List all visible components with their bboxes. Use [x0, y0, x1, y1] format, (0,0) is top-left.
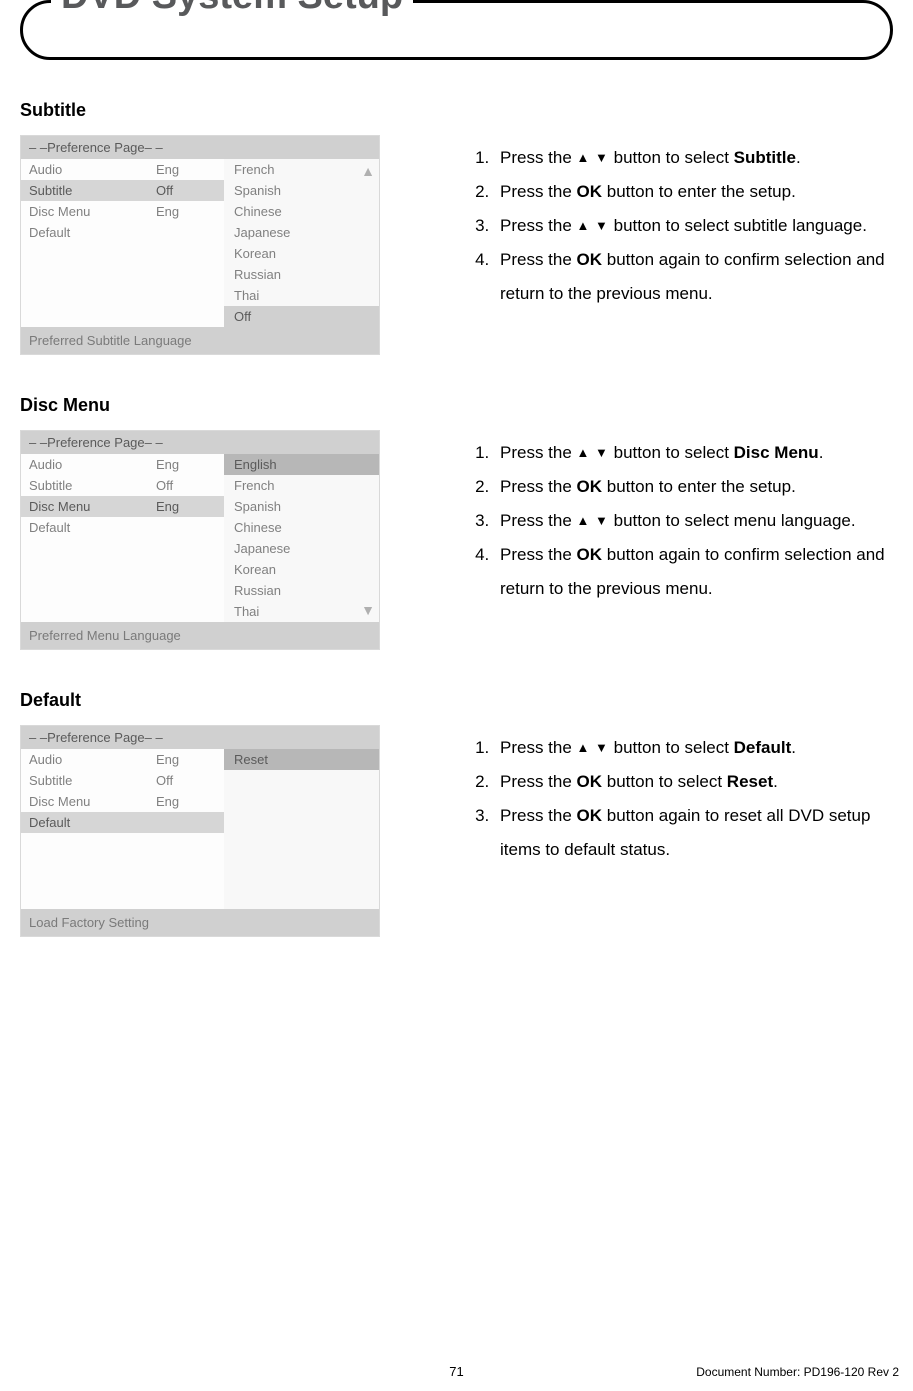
- pref-label: Subtitle: [29, 478, 156, 493]
- pref-value: [156, 520, 216, 535]
- title-frame: DVD System Setup: [20, 0, 893, 60]
- pref-row[interactable]: AudioEng: [21, 749, 224, 770]
- pref-label: Audio: [29, 162, 156, 177]
- option-item[interactable]: Thai: [224, 601, 379, 622]
- instruction-step: Press the ▲ ▼ button to select Disc Menu…: [494, 436, 893, 470]
- pref-value: Off: [156, 478, 216, 493]
- option-item[interactable]: Spanish: [224, 180, 379, 201]
- instruction-step: Press the OK button to enter the setup.: [494, 470, 893, 504]
- section-heading: Subtitle: [20, 100, 893, 121]
- option-item[interactable]: English: [224, 454, 379, 475]
- pref-row[interactable]: Default: [21, 812, 224, 833]
- pref-value: Eng: [156, 794, 216, 809]
- option-item[interactable]: Korean: [224, 559, 379, 580]
- pref-label: Default: [29, 520, 156, 535]
- instruction-step: Press the OK button to select Reset.: [494, 765, 893, 799]
- pref-value: Eng: [156, 204, 216, 219]
- scroll-up-icon[interactable]: ▲: [361, 163, 375, 179]
- panel-footer: Preferred Subtitle Language: [21, 327, 379, 354]
- pref-label: Subtitle: [29, 773, 156, 788]
- instruction-step: Press the ▲ ▼ button to select subtitle …: [494, 209, 893, 243]
- pref-row[interactable]: AudioEng: [21, 454, 224, 475]
- pref-label: Audio: [29, 752, 156, 767]
- page-title: DVD System Setup: [51, 0, 413, 18]
- panel-header: – –Preference Page– –: [21, 726, 379, 749]
- pref-row[interactable]: Disc MenuEng: [21, 791, 224, 812]
- pref-row[interactable]: SubtitleOff: [21, 180, 224, 201]
- instruction-step: Press the OK button to enter the setup.: [494, 175, 893, 209]
- panel-footer: Load Factory Setting: [21, 909, 379, 936]
- preference-panel: – –Preference Page– –AudioEngSubtitleOff…: [20, 725, 380, 937]
- pref-label: Default: [29, 815, 156, 830]
- pref-label: Default: [29, 225, 156, 240]
- section-default: Default– –Preference Page– –AudioEngSubt…: [20, 690, 893, 937]
- instructions: Press the ▲ ▼ button to select Subtitle.…: [450, 135, 893, 311]
- panel-header: – –Preference Page– –: [21, 136, 379, 159]
- section-disc-menu: Disc Menu– –Preference Page– –AudioEngSu…: [20, 395, 893, 650]
- pref-value: [156, 815, 216, 830]
- instruction-step: Press the OK button again to reset all D…: [494, 799, 893, 867]
- option-item[interactable]: Chinese: [224, 201, 379, 222]
- pref-row[interactable]: AudioEng: [21, 159, 224, 180]
- pref-row[interactable]: Disc MenuEng: [21, 201, 224, 222]
- pref-row[interactable]: SubtitleOff: [21, 475, 224, 496]
- pref-label: Disc Menu: [29, 794, 156, 809]
- instructions: Press the ▲ ▼ button to select Disc Menu…: [450, 430, 893, 606]
- pref-value: Off: [156, 773, 216, 788]
- option-item[interactable]: Chinese: [224, 517, 379, 538]
- up-down-icon: ▲ ▼: [577, 740, 609, 755]
- option-item[interactable]: Reset: [224, 749, 379, 770]
- option-item[interactable]: French: [224, 475, 379, 496]
- panel-header: – –Preference Page– –: [21, 431, 379, 454]
- pref-label: Subtitle: [29, 183, 156, 198]
- pref-label: Disc Menu: [29, 204, 156, 219]
- content-area: Subtitle– –Preference Page– –AudioEngSub…: [0, 60, 913, 937]
- pref-label: Audio: [29, 457, 156, 472]
- scroll-down-icon[interactable]: ▼: [361, 602, 375, 618]
- document-number: Document Number: PD196-120 Rev 2: [696, 1365, 899, 1379]
- pref-value: Eng: [156, 457, 216, 472]
- option-item[interactable]: Thai: [224, 285, 379, 306]
- pref-row[interactable]: Default: [21, 517, 224, 538]
- option-item[interactable]: Off: [224, 306, 379, 327]
- up-down-icon: ▲ ▼: [577, 150, 609, 165]
- instruction-step: Press the OK button again to confirm sel…: [494, 538, 893, 606]
- pref-value: [156, 225, 216, 240]
- pref-value: Eng: [156, 499, 216, 514]
- panel-footer: Preferred Menu Language: [21, 622, 379, 649]
- option-item[interactable]: Korean: [224, 243, 379, 264]
- option-item[interactable]: Russian: [224, 264, 379, 285]
- pref-row[interactable]: SubtitleOff: [21, 770, 224, 791]
- option-item[interactable]: French: [224, 159, 379, 180]
- option-item[interactable]: Japanese: [224, 222, 379, 243]
- up-down-icon: ▲ ▼: [577, 513, 609, 528]
- up-down-icon: ▲ ▼: [577, 445, 609, 460]
- pref-row[interactable]: Disc MenuEng: [21, 496, 224, 517]
- section-subtitle: Subtitle– –Preference Page– –AudioEngSub…: [20, 100, 893, 355]
- pref-label: Disc Menu: [29, 499, 156, 514]
- option-item[interactable]: Russian: [224, 580, 379, 601]
- section-heading: Disc Menu: [20, 395, 893, 416]
- pref-value: Off: [156, 183, 216, 198]
- instruction-step: Press the ▲ ▼ button to select menu lang…: [494, 504, 893, 538]
- option-item[interactable]: Spanish: [224, 496, 379, 517]
- preference-panel: – –Preference Page– –AudioEngSubtitleOff…: [20, 135, 380, 355]
- pref-value: Eng: [156, 752, 216, 767]
- instruction-step: Press the ▲ ▼ button to select Subtitle.: [494, 141, 893, 175]
- pref-value: Eng: [156, 162, 216, 177]
- instruction-step: Press the ▲ ▼ button to select Default.: [494, 731, 893, 765]
- option-item[interactable]: Japanese: [224, 538, 379, 559]
- pref-row[interactable]: Default: [21, 222, 224, 243]
- instruction-step: Press the OK button again to confirm sel…: [494, 243, 893, 311]
- up-down-icon: ▲ ▼: [577, 218, 609, 233]
- section-heading: Default: [20, 690, 893, 711]
- instructions: Press the ▲ ▼ button to select Default.P…: [450, 725, 893, 867]
- preference-panel: – –Preference Page– –AudioEngSubtitleOff…: [20, 430, 380, 650]
